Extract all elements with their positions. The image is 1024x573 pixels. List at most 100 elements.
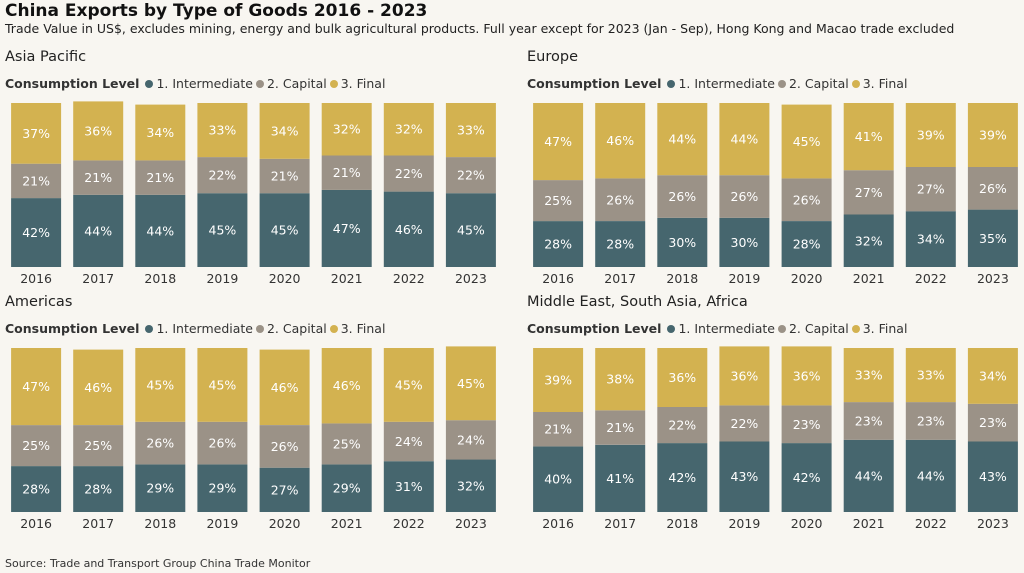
data-label-intermediate-2019: 30% — [731, 235, 759, 250]
bar-segment-capital-2020 — [781, 178, 832, 221]
legend-item-intermediate: 1. Intermediate — [145, 321, 253, 336]
x-tick-label-2020: 2020 — [269, 516, 301, 531]
bar-segment-intermediate-2017 — [73, 466, 124, 512]
data-label-capital-2017: 25% — [84, 438, 112, 453]
x-tick-label-2016: 2016 — [542, 271, 574, 286]
data-label-intermediate-2017: 44% — [84, 223, 112, 238]
bar-segment-final-2023 — [445, 346, 496, 421]
data-label-intermediate-2023: 45% — [457, 223, 485, 238]
data-label-final-2016: 47% — [22, 379, 50, 394]
bar-segment-intermediate-2023 — [967, 441, 1018, 512]
bar-segment-intermediate-2016 — [11, 466, 62, 512]
x-tick-label-2018: 2018 — [144, 516, 176, 531]
bar-segment-final-2018 — [135, 348, 186, 422]
bar-segment-capital-2022 — [383, 155, 434, 192]
bar-segment-intermediate-2021 — [843, 214, 894, 267]
x-tick-label-2022: 2022 — [915, 271, 947, 286]
data-label-final-2017: 38% — [606, 372, 634, 387]
data-label-intermediate-2021: 29% — [333, 481, 361, 496]
data-label-capital-2016: 25% — [544, 193, 572, 208]
bar-segment-capital-2019 — [197, 157, 248, 194]
bar-segment-capital-2016 — [533, 412, 584, 447]
x-tick-label-2021: 2021 — [331, 516, 363, 531]
bar-segment-final-2023 — [967, 348, 1018, 404]
legend-item-intermediate: 1. Intermediate — [667, 76, 775, 91]
legend-dot-intermediate — [667, 79, 676, 88]
data-label-final-2018: 34% — [146, 125, 174, 140]
legend-label: 1. Intermediate — [678, 76, 775, 91]
data-label-capital-2019: 22% — [209, 168, 237, 183]
data-label-capital-2023: 23% — [979, 415, 1007, 430]
data-label-intermediate-2020: 45% — [271, 223, 299, 238]
data-label-capital-2018: 26% — [668, 189, 696, 204]
x-tick-label-2023: 2023 — [977, 516, 1009, 531]
bar-segment-intermediate-2017 — [73, 194, 124, 267]
legend: Consumption Level 1. Intermediate 2. Cap… — [527, 321, 910, 336]
data-label-intermediate-2020: 27% — [271, 482, 299, 497]
data-label-intermediate-2023: 43% — [979, 469, 1007, 484]
data-label-capital-2017: 21% — [84, 170, 112, 185]
data-label-capital-2018: 26% — [146, 436, 174, 451]
panel-title: Asia Pacific — [5, 49, 87, 65]
data-label-intermediate-2022: 44% — [917, 468, 945, 483]
panel-europe: Europe Consumption Level 1. Intermediate… — [527, 49, 1024, 289]
panel-middle-east-south-asia-africa: Middle East, South Asia, Africa Consumpt… — [527, 294, 1024, 534]
x-tick-label-2019: 2019 — [728, 516, 760, 531]
data-label-final-2023: 45% — [457, 376, 485, 391]
bar-segment-intermediate-2018 — [135, 464, 186, 512]
legend-dot-capital — [255, 324, 264, 333]
bar-segment-capital-2016 — [11, 163, 62, 199]
legend-item-intermediate: 1. Intermediate — [145, 76, 253, 91]
data-label-final-2019: 36% — [731, 368, 759, 383]
data-label-final-2020: 46% — [271, 380, 299, 395]
data-label-intermediate-2017: 28% — [84, 482, 112, 497]
data-label-final-2019: 44% — [731, 132, 759, 147]
page-subtitle: Trade Value in US$, excludes mining, ene… — [5, 21, 955, 36]
bar-segment-capital-2017 — [73, 160, 124, 195]
legend-dot-intermediate — [145, 79, 154, 88]
data-label-final-2017: 46% — [606, 133, 634, 148]
data-label-final-2020: 45% — [793, 134, 821, 149]
x-tick-label-2020: 2020 — [791, 516, 823, 531]
bar-segment-intermediate-2020 — [781, 221, 832, 267]
data-label-final-2018: 36% — [668, 370, 696, 385]
bar-segment-capital-2021 — [843, 170, 894, 215]
chart-europe: 28% 25% 47% 2016 28% 26% 46% 2017 30% 26% 44% 2018 3… — [533, 103, 1018, 286]
legend-item-final: 3. Final — [851, 321, 907, 336]
legend-label: 2. Capital — [788, 76, 849, 91]
legend-label: 2. Capital — [266, 321, 327, 336]
data-label-final-2016: 47% — [544, 134, 572, 149]
x-tick-label-2020: 2020 — [791, 271, 823, 286]
bar-segment-intermediate-2018 — [657, 217, 708, 267]
data-label-capital-2021: 23% — [855, 414, 883, 429]
data-label-intermediate-2019: 45% — [209, 223, 237, 238]
source-note: Source: Trade and Transport Group China … — [5, 557, 311, 570]
bar-segment-intermediate-2022 — [383, 461, 434, 512]
bar-segment-capital-2018 — [657, 407, 708, 444]
bar-segment-final-2017 — [595, 348, 646, 411]
legend-item-final: 3. Final — [329, 76, 385, 91]
data-label-capital-2022: 23% — [917, 414, 945, 429]
bar-segment-intermediate-2018 — [135, 194, 186, 267]
bar-segment-capital-2023 — [967, 403, 1018, 442]
x-tick-label-2019: 2019 — [206, 271, 238, 286]
bar-segment-capital-2017 — [73, 425, 124, 467]
legend-item-final: 3. Final — [851, 76, 907, 91]
legend-dot-intermediate — [667, 324, 676, 333]
data-label-capital-2020: 26% — [271, 439, 299, 454]
x-tick-label-2022: 2022 — [393, 516, 425, 531]
data-label-intermediate-2021: 47% — [333, 221, 361, 236]
data-label-final-2019: 45% — [209, 377, 237, 392]
legend-dot-intermediate — [145, 324, 154, 333]
bar-segment-capital-2020 — [259, 158, 310, 194]
bar-segment-final-2023 — [445, 103, 496, 158]
data-label-capital-2016: 21% — [544, 422, 572, 437]
data-label-capital-2016: 25% — [22, 438, 50, 453]
bar-segment-intermediate-2019 — [719, 217, 770, 267]
data-label-capital-2021: 27% — [855, 185, 883, 200]
x-tick-label-2016: 2016 — [20, 516, 52, 531]
bar-segment-intermediate-2020 — [259, 193, 310, 267]
x-tick-label-2023: 2023 — [977, 271, 1009, 286]
data-label-intermediate-2016: 28% — [22, 482, 50, 497]
bar-segment-intermediate-2020 — [781, 443, 832, 512]
